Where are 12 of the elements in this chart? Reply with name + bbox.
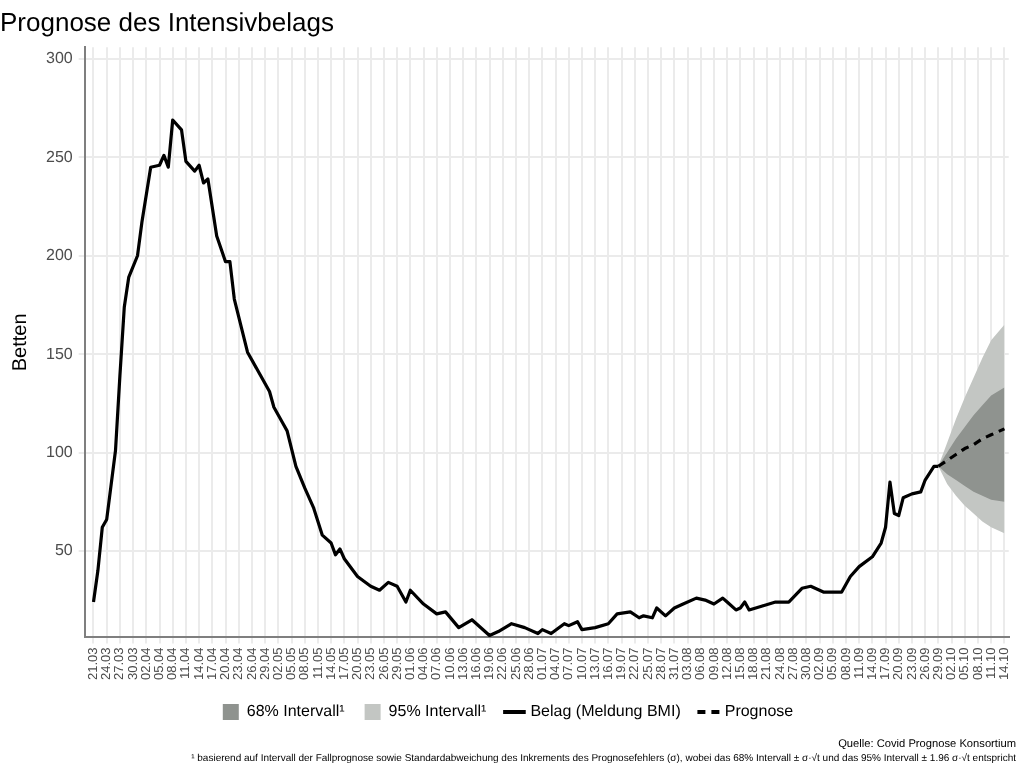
- legend-label: 95% Intervall¹: [388, 702, 488, 721]
- y-axis-title: Betten: [9, 313, 32, 372]
- legend-label: 68% Intervall¹: [246, 702, 346, 721]
- legend-label: Belag (Meldung BMI): [530, 702, 682, 721]
- chart-title: Prognose des Intensivbelags: [0, 6, 335, 37]
- y-tick-label: 100: [45, 442, 74, 461]
- y-tick-label: 200: [45, 246, 74, 265]
- y-tick-label: 300: [45, 49, 74, 68]
- y-tick-label: 250: [45, 147, 74, 166]
- y-tick-label: 50: [54, 541, 74, 560]
- y-tick-label: 150: [45, 344, 74, 363]
- legend-label: Prognose: [724, 702, 795, 721]
